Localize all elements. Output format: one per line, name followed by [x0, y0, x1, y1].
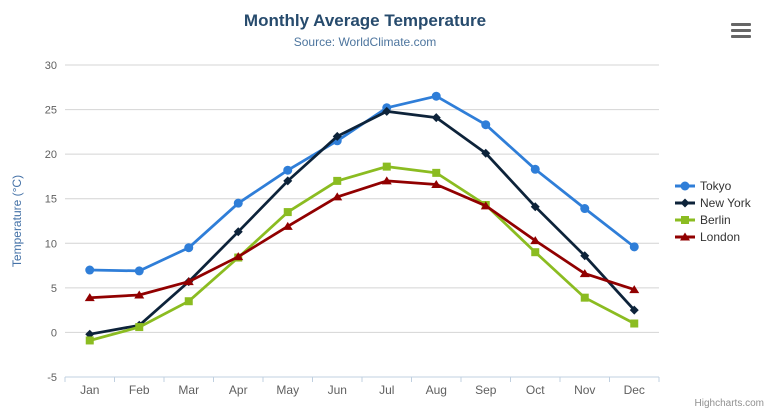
legend-item-berlin[interactable]: Berlin [674, 211, 751, 228]
data-point-marker[interactable] [580, 293, 589, 302]
data-point-marker[interactable] [481, 120, 491, 130]
legend-item-london[interactable]: London [674, 228, 751, 245]
x-axis-tick-label: Oct [526, 383, 545, 397]
x-axis-tick-label: Aug [426, 383, 447, 397]
data-point-marker[interactable] [481, 148, 491, 158]
data-point-marker[interactable] [183, 277, 194, 286]
data-point-marker[interactable] [431, 91, 441, 101]
data-point-marker[interactable] [629, 285, 640, 294]
data-point-marker[interactable] [283, 176, 293, 186]
data-point-marker[interactable] [530, 236, 541, 245]
x-axis-tick-label: Dec [624, 383, 645, 397]
y-axis-tick-label: 0 [51, 327, 57, 339]
data-point-marker[interactable] [333, 176, 342, 185]
data-point-marker[interactable] [630, 319, 639, 328]
x-axis-tick-label: Sep [475, 383, 497, 397]
legend-marker-icon [675, 198, 695, 207]
x-axis-tick-label: Apr [229, 383, 248, 397]
data-point-marker[interactable] [382, 162, 391, 171]
data-point-marker[interactable] [431, 179, 442, 188]
series-line[interactable] [88, 110, 636, 336]
data-point-marker[interactable] [332, 192, 343, 201]
data-point-marker[interactable] [283, 165, 293, 175]
chart-subtitle: Source: WorldClimate.com [293, 35, 437, 49]
data-point-marker[interactable] [134, 290, 145, 299]
data-point-marker[interactable] [184, 297, 193, 306]
data-point-marker[interactable] [84, 293, 95, 302]
data-point-marker[interactable] [134, 266, 144, 276]
data-point-marker[interactable] [580, 251, 590, 261]
series-new-york[interactable] [85, 106, 639, 339]
data-point-marker[interactable] [681, 215, 689, 224]
y-axis-tick-label: 15 [45, 194, 57, 206]
x-axis-tick-label: Jun [328, 383, 347, 397]
series-line[interactable] [88, 179, 636, 300]
series-tokyo[interactable] [85, 91, 639, 276]
legend-marker-icon [675, 181, 695, 190]
data-point-marker[interactable] [480, 201, 491, 210]
legend-item-label: London [700, 229, 741, 244]
hamburger-bar [731, 29, 751, 32]
data-point-marker[interactable] [680, 181, 690, 190]
legend-item-label: New York [700, 195, 751, 210]
data-point-marker[interactable] [332, 131, 342, 141]
y-axis-tick-label: 20 [45, 149, 57, 161]
data-point-marker[interactable] [530, 202, 540, 212]
hamburger-bar [731, 35, 751, 38]
data-point-marker[interactable] [233, 198, 243, 208]
data-point-marker[interactable] [233, 252, 244, 261]
legend-item-new-york[interactable]: New York [674, 194, 751, 211]
data-point-marker[interactable] [283, 208, 292, 217]
x-axis-tick-label: Nov [574, 383, 595, 397]
credits-label: Highcharts.com [694, 398, 764, 409]
hamburger-menu-icon[interactable] [731, 23, 751, 38]
data-point-marker[interactable] [531, 248, 540, 257]
data-point-marker[interactable] [233, 227, 243, 237]
data-point-marker[interactable] [432, 168, 441, 177]
series-london[interactable] [84, 176, 640, 302]
y-axis-tick-label: 10 [45, 238, 57, 250]
page-title: Monthly Average Temperature [243, 11, 487, 30]
y-axis-tick-label: 25 [45, 105, 57, 117]
series-line[interactable] [88, 165, 636, 342]
data-point-marker[interactable] [135, 323, 144, 332]
x-axis-tick-label: Jan [80, 383, 99, 397]
data-point-marker[interactable] [282, 221, 293, 230]
data-point-marker[interactable] [680, 232, 690, 240]
data-point-marker[interactable] [680, 198, 690, 207]
legend-marker-icon [675, 232, 695, 240]
y-axis-tick-label: 5 [51, 283, 57, 295]
y-axis-tick-label: 30 [45, 60, 57, 72]
y-axis-tick-label: -5 [47, 372, 57, 384]
data-point-marker[interactable] [629, 242, 639, 252]
data-point-marker[interactable] [530, 164, 540, 174]
data-point-marker[interactable] [85, 336, 94, 345]
x-axis-tick-label: Mar [178, 383, 199, 397]
data-point-marker[interactable] [579, 269, 590, 278]
data-point-marker[interactable] [580, 204, 590, 214]
data-point-marker[interactable] [85, 265, 95, 275]
x-axis-tick-label: Feb [129, 383, 150, 397]
data-point-marker[interactable] [382, 106, 392, 116]
hamburger-bar [731, 23, 751, 26]
legend-item-label: Tokyo [700, 178, 732, 193]
legend: Tokyo New York Berlin London [674, 177, 751, 245]
data-point-marker[interactable] [629, 305, 639, 315]
x-axis-tick-label: May [276, 383, 299, 397]
legend-marker-icon [675, 215, 695, 224]
data-point-marker[interactable] [184, 243, 194, 253]
legend-item-label: Berlin [700, 212, 731, 227]
data-point-marker[interactable] [431, 113, 441, 123]
data-point-marker[interactable] [381, 176, 392, 185]
x-axis-tick-label: Jul [379, 383, 394, 397]
legend-item-tokyo[interactable]: Tokyo [674, 177, 751, 194]
